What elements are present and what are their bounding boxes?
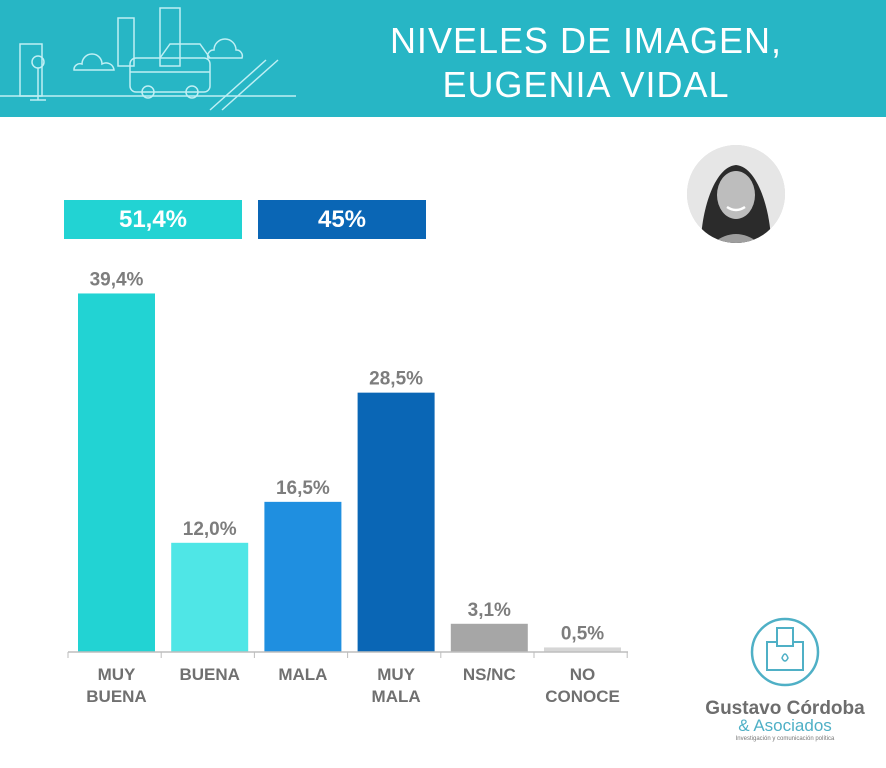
page-title-line-2: EUGENIA VIDAL (442, 64, 730, 105)
category-label-0-1: BUENA (86, 687, 146, 706)
bar-value-label-5: 0,5% (561, 623, 604, 644)
bar-5 (544, 647, 621, 652)
bar-value-label-1: 12,0% (183, 519, 237, 540)
category-label-5-0: NO (570, 665, 596, 684)
category-label-3-0: MUY (377, 665, 415, 684)
logo-tagline: Investigación y comunicación política (735, 736, 835, 742)
ballot-box-icon (750, 617, 820, 687)
bar-value-label-4: 3,1% (468, 600, 511, 621)
category-label-1-0: BUENA (179, 665, 239, 684)
company-logo: Gustavo Córdoba & Asociados Investigació… (690, 612, 880, 752)
page-title-line-1: NIVELES DE IMAGEN, (389, 20, 783, 61)
bar-0 (78, 293, 155, 652)
bar-1 (171, 542, 249, 652)
bar-value-label-3: 28,5% (369, 369, 423, 390)
bar-value-label-0: 39,4% (90, 269, 144, 290)
logo-name: Gustavo Córdoba (705, 698, 865, 719)
politician-photo (687, 145, 785, 243)
category-label-0-0: MUY (98, 665, 136, 684)
category-label-4-0: NS/NC (463, 665, 516, 684)
negative-image-total: 45% (258, 200, 426, 239)
header-banner: NIVELES DE IMAGEN, EUGENIA VIDAL (0, 0, 886, 117)
category-label-5-1: CONOCE (545, 687, 620, 706)
bar-3 (357, 392, 435, 652)
bar-value-label-2: 16,5% (276, 478, 330, 499)
bar-4 (450, 623, 528, 652)
city-bus-illustration-icon (0, 7, 296, 111)
bar-2 (264, 501, 342, 652)
positive-image-total: 51,4% (64, 200, 242, 239)
logo-subtitle: & Asociados (738, 716, 832, 735)
category-label-2-0: MALA (278, 665, 327, 684)
person-portrait-icon (687, 145, 785, 243)
category-label-3-1: MALA (372, 687, 421, 706)
